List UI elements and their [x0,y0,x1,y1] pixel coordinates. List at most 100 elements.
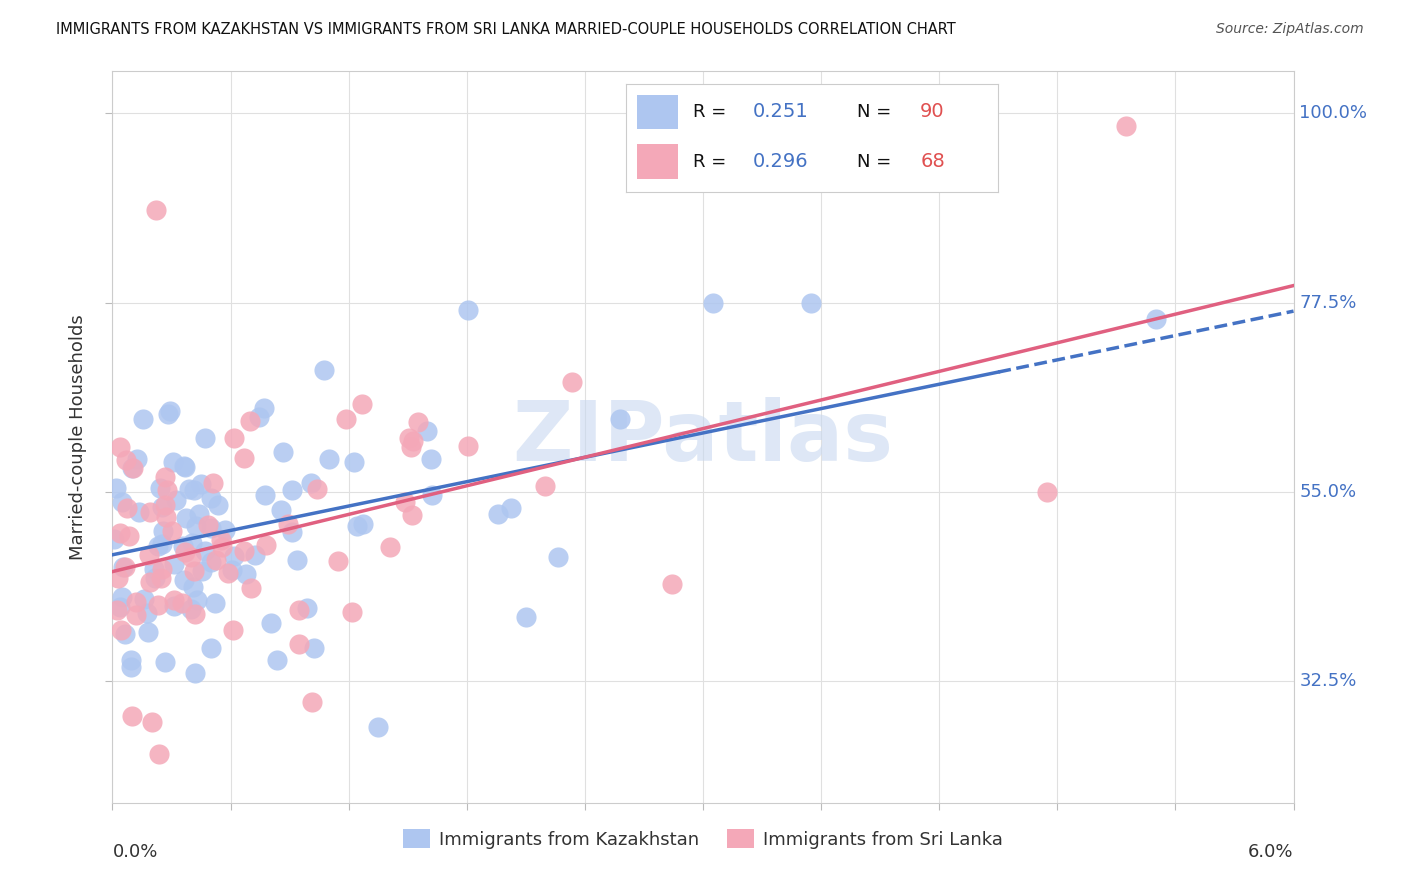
Point [1115,119,1137,133]
Point [174,459,197,474]
Point [181,535,204,549]
Point [181,580,204,594]
Point [121,653,143,667]
Point [534,478,557,492]
Point [288,637,311,651]
Point [560,375,582,389]
Point [301,695,323,709]
Point [180,549,202,564]
Point [350,397,373,411]
Point [547,549,569,564]
Point [121,461,143,475]
Point [114,559,136,574]
Point [197,517,219,532]
Point [235,566,257,581]
Point [136,625,159,640]
Point [121,708,143,723]
Point [200,555,222,569]
Point [222,431,245,445]
Point [343,455,366,469]
Text: 6.0%: 6.0% [1249,843,1294,861]
Point [200,521,222,535]
Text: 32.5%: 32.5% [1299,672,1357,690]
Point [247,409,270,424]
Point [112,560,135,574]
Point [205,553,228,567]
Point [416,424,439,438]
Point [108,440,131,454]
Point [180,602,202,616]
Point [191,564,214,578]
Point [420,488,443,502]
Point [153,498,176,512]
Point [346,518,368,533]
Point [143,562,166,576]
Point [661,577,683,591]
Point [499,501,522,516]
Point [146,540,169,554]
Point [239,414,262,428]
Point [224,549,246,563]
Point [800,295,823,310]
Point [122,461,145,475]
Point [281,525,304,540]
Point [200,640,222,655]
Point [457,439,479,453]
Point [165,493,187,508]
Point [200,491,222,505]
Point [134,592,156,607]
Point [305,482,328,496]
Point [187,508,209,522]
Point [141,714,163,729]
Point [281,483,304,498]
Point [221,563,243,577]
Point [148,747,170,761]
Point [115,500,138,515]
Point [367,720,389,734]
Point [152,524,174,538]
Point [252,401,274,415]
Point [150,562,173,576]
Point [1144,312,1167,326]
Point [163,557,186,571]
Point [145,571,167,585]
Point [139,505,162,519]
Text: 100.0%: 100.0% [1299,104,1368,122]
Point [326,553,349,567]
Point [103,532,125,546]
Text: Source: ZipAtlas.com: Source: ZipAtlas.com [1216,22,1364,37]
Point [702,295,724,310]
Legend: Immigrants from Kazakhstan, Immigrants from Sri Lanka: Immigrants from Kazakhstan, Immigrants f… [396,822,1010,856]
Point [150,500,173,515]
Point [128,505,150,519]
Point [211,540,233,554]
Point [207,498,229,512]
Point [108,600,131,615]
Point [115,453,138,467]
Point [193,431,215,445]
Point [239,581,262,595]
Point [186,592,208,607]
Point [114,626,136,640]
Point [1036,484,1059,499]
Point [243,548,266,562]
Point [153,655,176,669]
Text: 77.5%: 77.5% [1299,293,1357,311]
Point [124,595,146,609]
Point [173,573,195,587]
Point [335,412,357,426]
Text: 0.0%: 0.0% [112,843,157,861]
Point [399,440,422,454]
Point [266,652,288,666]
Point [111,591,134,605]
Point [110,494,132,508]
Text: IMMIGRANTS FROM KAZAKHSTAN VS IMMIGRANTS FROM SRI LANKA MARRIED-COUPLE HOUSEHOLD: IMMIGRANTS FROM KAZAKHSTAN VS IMMIGRANTS… [56,22,956,37]
Point [217,566,239,580]
Point [299,475,322,490]
Point [157,407,180,421]
Point [156,483,179,497]
Point [184,607,207,621]
Point [163,593,186,607]
Point [486,507,509,521]
Point [609,411,631,425]
